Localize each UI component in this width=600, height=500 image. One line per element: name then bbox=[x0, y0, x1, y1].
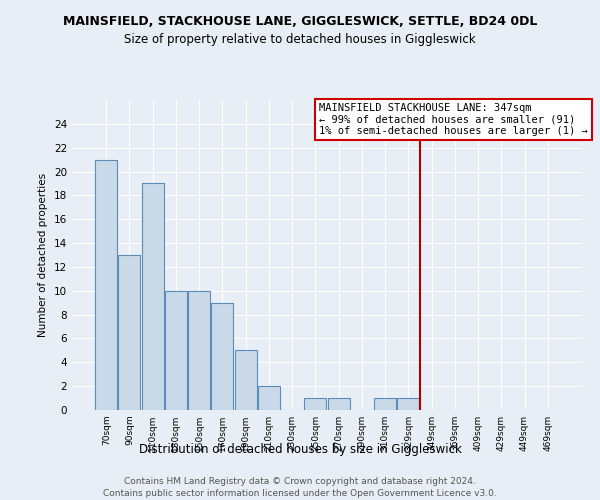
Bar bbox=[304, 398, 326, 410]
Text: Contains public sector information licensed under the Open Government Licence v3: Contains public sector information licen… bbox=[103, 489, 497, 498]
Bar bbox=[397, 398, 419, 410]
Text: Contains HM Land Registry data © Crown copyright and database right 2024.: Contains HM Land Registry data © Crown c… bbox=[124, 478, 476, 486]
Bar bbox=[118, 255, 140, 410]
Bar bbox=[95, 160, 117, 410]
Bar bbox=[142, 184, 164, 410]
Bar bbox=[374, 398, 396, 410]
Bar bbox=[328, 398, 350, 410]
Text: Distribution of detached houses by size in Giggleswick: Distribution of detached houses by size … bbox=[139, 442, 461, 456]
Bar bbox=[258, 386, 280, 410]
Text: MAINSFIELD STACKHOUSE LANE: 347sqm
← 99% of detached houses are smaller (91)
1% : MAINSFIELD STACKHOUSE LANE: 347sqm ← 99%… bbox=[319, 103, 588, 136]
Text: MAINSFIELD, STACKHOUSE LANE, GIGGLESWICK, SETTLE, BD24 0DL: MAINSFIELD, STACKHOUSE LANE, GIGGLESWICK… bbox=[63, 15, 537, 28]
Text: Size of property relative to detached houses in Giggleswick: Size of property relative to detached ho… bbox=[124, 32, 476, 46]
Bar bbox=[235, 350, 257, 410]
Bar bbox=[188, 291, 210, 410]
Bar bbox=[165, 291, 187, 410]
Bar bbox=[211, 302, 233, 410]
Y-axis label: Number of detached properties: Number of detached properties bbox=[38, 173, 49, 337]
